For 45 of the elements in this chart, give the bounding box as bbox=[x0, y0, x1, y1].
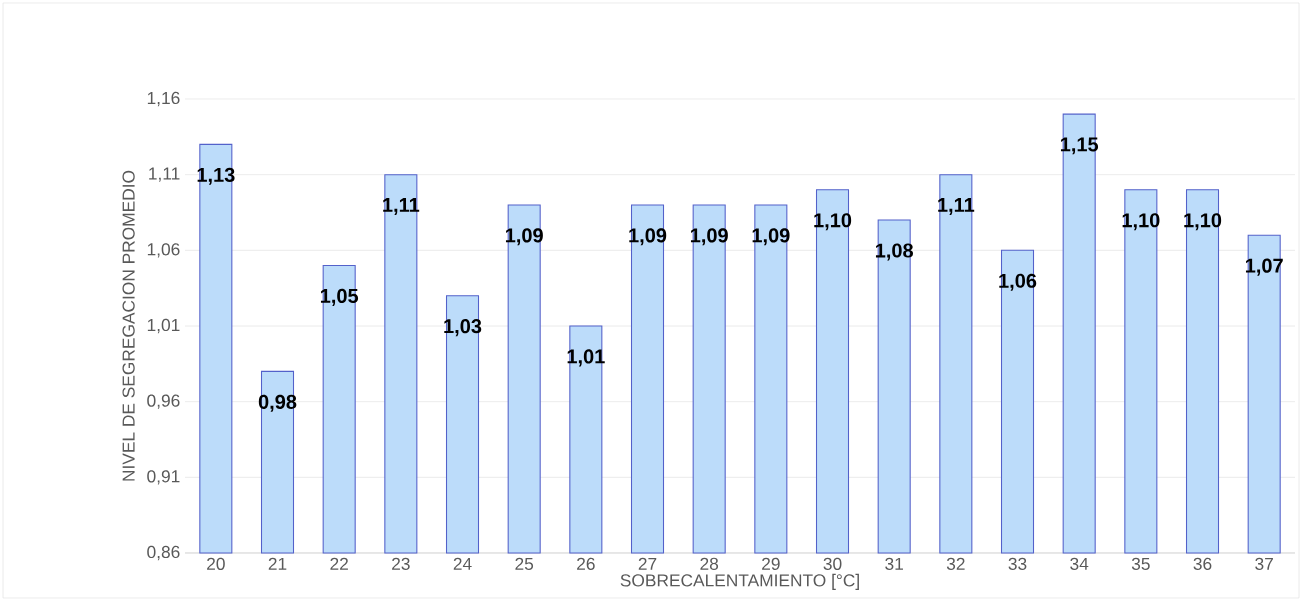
y-tick-label: 1,11 bbox=[149, 167, 180, 182]
data-label: 1,03 bbox=[444, 319, 482, 337]
x-tick-label: 29 bbox=[762, 557, 780, 570]
x-tick-label: 21 bbox=[268, 557, 287, 570]
x-tick-label: 28 bbox=[700, 557, 719, 570]
data-label: 1,09 bbox=[690, 228, 728, 246]
data-label: 1,10 bbox=[1184, 213, 1222, 231]
x-tick-label: 36 bbox=[1193, 557, 1212, 570]
y-tick-label: 0,91 bbox=[147, 470, 180, 485]
data-label: 1,15 bbox=[1060, 137, 1099, 155]
x-tick-label: 24 bbox=[453, 557, 472, 570]
x-tick-label: 34 bbox=[1070, 557, 1089, 570]
x-tick-label: 26 bbox=[577, 557, 595, 570]
x-tick-label: 20 bbox=[207, 557, 225, 570]
data-label: 1,06 bbox=[999, 273, 1037, 291]
y-tick-label: 0,96 bbox=[147, 394, 180, 409]
y-tick-label: 1,16 bbox=[147, 91, 180, 107]
x-tick-label: 27 bbox=[638, 557, 657, 570]
x-tick-label: 30 bbox=[823, 557, 842, 570]
data-label: 1,05 bbox=[320, 288, 359, 306]
y-tick-label: 0,86 bbox=[147, 545, 180, 561]
data-label: 1,09 bbox=[752, 228, 790, 246]
data-label: 1,10 bbox=[1122, 213, 1160, 231]
x-tick-label: 31 bbox=[885, 557, 903, 570]
data-label: 1,08 bbox=[875, 243, 914, 261]
y-axis-title: NIVEL DE SEGREGACION PROMEDIO bbox=[122, 170, 135, 481]
data-label: 1,07 bbox=[1245, 258, 1283, 276]
data-label: 0,98 bbox=[258, 394, 297, 412]
data-label: 1,10 bbox=[814, 213, 852, 231]
data-label: 1,11 bbox=[383, 198, 420, 215]
x-tick-label: 33 bbox=[1008, 557, 1027, 570]
y-tick-label: 1,06 bbox=[147, 243, 180, 258]
x-tick-label: 32 bbox=[946, 557, 965, 570]
data-label: 1,09 bbox=[629, 228, 667, 246]
x-tick-label: 37 bbox=[1255, 557, 1273, 570]
data-label: 1,11 bbox=[938, 198, 975, 215]
data-label: 1,09 bbox=[505, 228, 543, 246]
x-axis-title: SOBRECALENTAMIENTO [°C] bbox=[620, 573, 859, 590]
y-tick-label: 1,01 bbox=[147, 318, 180, 334]
data-label: 1,01 bbox=[567, 349, 605, 367]
x-tick-label: 22 bbox=[330, 557, 348, 570]
x-tick-label: 25 bbox=[515, 557, 534, 570]
x-tick-label: 23 bbox=[392, 557, 410, 570]
data-label: 1,13 bbox=[197, 167, 235, 185]
x-tick-label: 35 bbox=[1131, 557, 1150, 570]
